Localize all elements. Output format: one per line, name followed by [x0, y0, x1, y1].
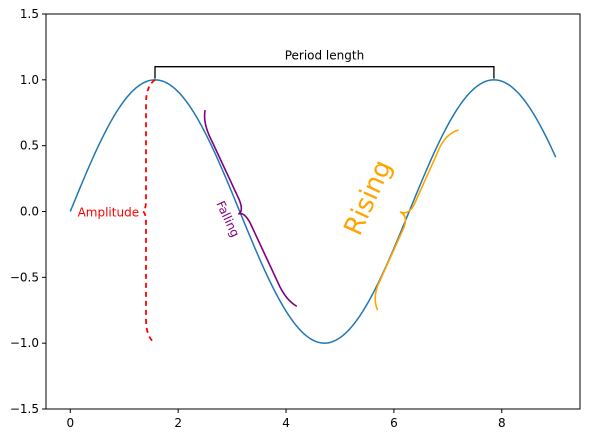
y-tick-label: 0.0 [20, 205, 39, 219]
period-bracket [154, 66, 495, 79]
rising-brace [374, 129, 459, 311]
y-tick-label: 0.5 [20, 139, 39, 153]
falling-brace [203, 109, 298, 307]
y-tick-label: 1.0 [20, 73, 39, 87]
y-tick-label: −1.5 [10, 402, 39, 416]
period-label: Period length [285, 49, 364, 63]
falling-label: Falling [213, 199, 242, 240]
rising-label: Rising [339, 156, 399, 240]
y-tick-label: −1.0 [10, 336, 39, 350]
amplitude-label: Amplitude [78, 206, 140, 220]
x-tick-label: 8 [498, 416, 506, 430]
x-tick-label: 2 [174, 416, 182, 430]
x-tick-label: 0 [66, 416, 74, 430]
x-tick-label: 6 [390, 416, 398, 430]
y-tick-label: −0.5 [10, 270, 39, 284]
x-tick-label: 4 [282, 416, 290, 430]
sine-series-line [69, 79, 557, 344]
amplitude-brace [141, 79, 156, 344]
y-tick-label: 1.5 [20, 7, 39, 21]
